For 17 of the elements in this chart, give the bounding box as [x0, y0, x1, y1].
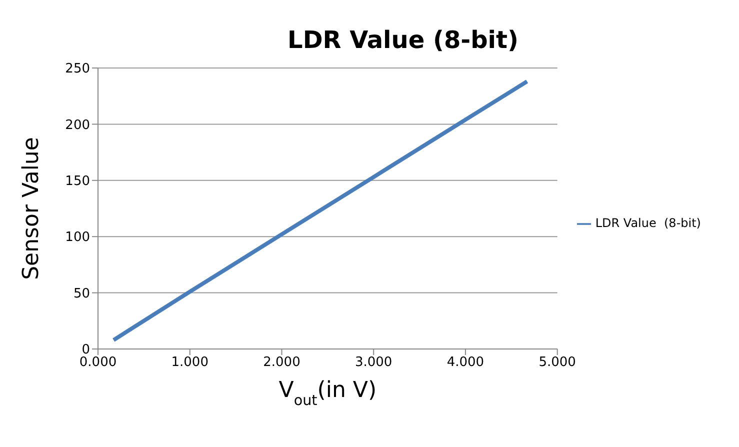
x-tick-label: 1.000 [171, 355, 208, 370]
y-axis-title: Sensor Value [19, 137, 44, 280]
y-tick-label: 100 [65, 230, 90, 246]
x-tick-label: 5.000 [538, 355, 576, 370]
line-series [112, 79, 530, 342]
y-tick-label: 150 [65, 174, 90, 190]
legend-label: LDR Value (8-bit) [595, 216, 701, 230]
x-tick-label: 3.000 [354, 355, 392, 370]
y-tick-label: 250 [65, 62, 90, 77]
chart-title: LDR Value (8-bit) [288, 26, 518, 54]
x-axis-title: V$_{out}$(in V) [278, 378, 377, 409]
y-tick-label: 200 [65, 118, 90, 133]
y-tick-label: 50 [73, 286, 90, 302]
x-tick-label: 2.000 [263, 355, 300, 370]
y-tick-label: 0 [82, 342, 90, 358]
x-tick-label: 4.000 [446, 355, 484, 370]
x-tick-label: 0.000 [79, 355, 117, 370]
